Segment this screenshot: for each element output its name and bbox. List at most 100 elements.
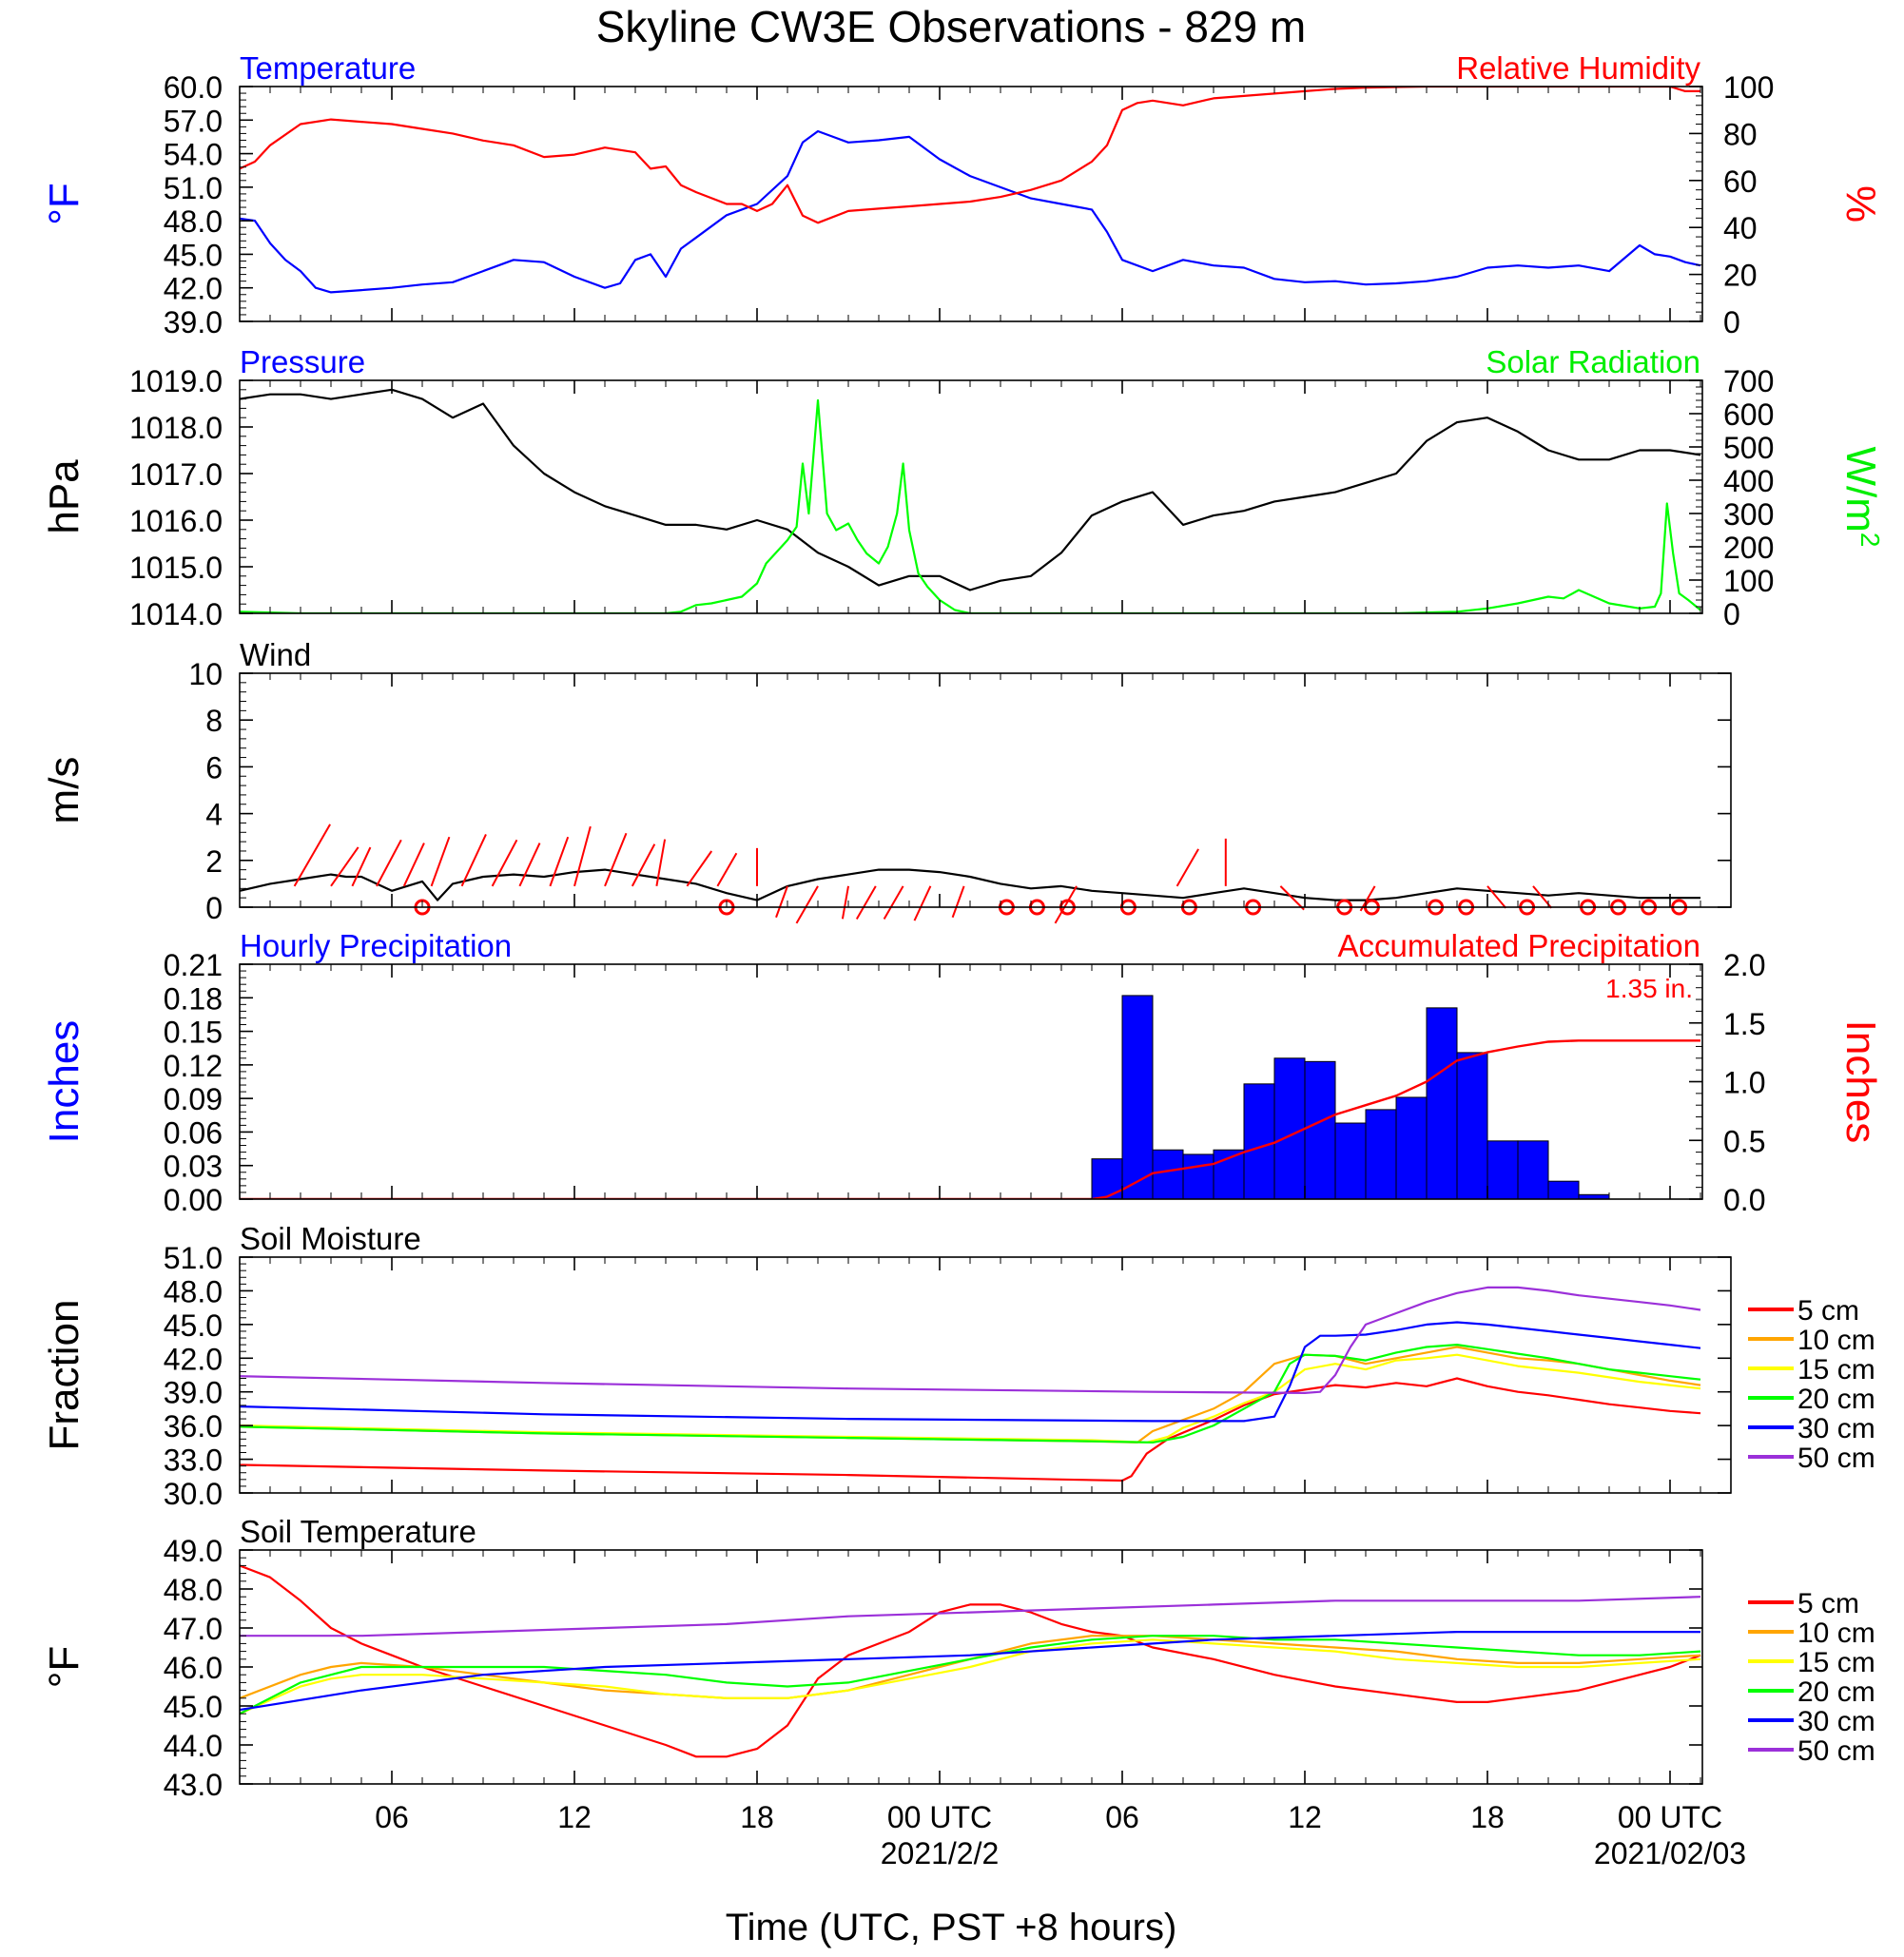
legend-label: 50 cm (1797, 1443, 1875, 1474)
panel-precip: 0.000.030.060.090.120.150.180.21 0.0 0.5 1.… (41, 928, 1884, 1217)
panel-left-label: Pressure (240, 344, 365, 379)
y-axis-title-right: % (1837, 185, 1884, 223)
wind-barb (605, 833, 626, 886)
y-axis-title-left: Inches (41, 1020, 87, 1144)
wind-barb (843, 886, 848, 919)
y-tick-label-right: 400 (1723, 464, 1774, 498)
series-30cm-line (240, 1323, 1700, 1422)
y-tick-label-left: 1014.0 (129, 597, 223, 631)
legend-label: 30 cm (1797, 1706, 1875, 1737)
legend-label: 5 cm (1797, 1295, 1859, 1327)
panel-temp_rh: 39.042.045.048.051.054.057.060.0 0 20 40 60 8… (41, 50, 1884, 339)
precip-bar (1092, 1159, 1122, 1199)
y-tick-label-left: 47.0 (164, 1612, 223, 1646)
wind-barb (1487, 886, 1506, 908)
y-tick-label-left: 42.0 (164, 272, 223, 306)
y-tick-label-right: 0 (1723, 305, 1740, 339)
y-tick-label-left: 45.0 (164, 1308, 223, 1343)
y-axis-title-left: m/s (41, 757, 87, 824)
precip-bar (1153, 1150, 1183, 1199)
y-tick-label-left: 44.0 (164, 1729, 223, 1763)
precip-bar (1335, 1123, 1366, 1199)
plot-area (240, 1288, 1700, 1481)
wind-barb (914, 886, 930, 920)
wind-barb (632, 844, 654, 886)
y-tick-label-right: 1.0 (1723, 1066, 1765, 1100)
y-tick-label-left: 0.15 (164, 1016, 223, 1050)
y-tick-label-right: 100 (1723, 564, 1774, 598)
series-15cm-line (240, 1355, 1700, 1443)
y-tick-label-left: 0.21 (164, 948, 223, 982)
y-tick-label-left: 57.0 (164, 104, 223, 138)
y-tick-label-right: 500 (1723, 431, 1774, 465)
wind-barb (519, 843, 539, 886)
y-axis-title-right: Inches (1837, 1020, 1884, 1144)
series-temp_rh-line (240, 131, 1700, 292)
plot-area (240, 1565, 1700, 1756)
y-tick-label-right: 300 (1723, 497, 1774, 532)
series-pres_solar-line (240, 400, 1700, 613)
series-50cm-line (240, 1597, 1700, 1636)
y-tick-label-right: 0.5 (1723, 1124, 1765, 1158)
panel-left-label: Hourly Precipitation (240, 928, 512, 963)
legend-label: 20 cm (1797, 1384, 1875, 1415)
y-tick-label-left: 51.0 (164, 1241, 223, 1275)
y-tick-label-left: 54.0 (164, 138, 223, 172)
precip-bar (1427, 1008, 1457, 1199)
panel-frame (240, 1257, 1731, 1493)
y-tick-label-right: 0.0 (1723, 1183, 1765, 1217)
series-temp_rh-line (240, 87, 1700, 223)
y-tick-label-right: 700 (1723, 364, 1774, 398)
y-tick-label-left: 43.0 (164, 1768, 223, 1802)
panel-wind: 0246810Windm/s (41, 637, 1731, 925)
panel-left-label: Wind (240, 637, 311, 672)
y-tick-label-left: 0.00 (164, 1183, 223, 1217)
x-tick-label: 06 (1105, 1800, 1139, 1834)
y-tick-label-left: 1015.0 (129, 551, 223, 585)
y-tick-label-left: 1016.0 (129, 504, 223, 538)
y-tick-label-right: 600 (1723, 397, 1774, 432)
wind-barb (857, 886, 876, 920)
y-tick-label-left: 30.0 (164, 1477, 223, 1511)
y-tick-label-left: 6 (205, 750, 223, 785)
y-tick-label-right: 40 (1723, 211, 1758, 245)
precip-bar (1305, 1061, 1335, 1199)
wind-barb (432, 837, 450, 886)
legend-label: 20 cm (1797, 1676, 1875, 1708)
y-tick-label-left: 46.0 (164, 1651, 223, 1685)
y-tick-label-left: 0.09 (164, 1082, 223, 1116)
y-tick-label-right: 0 (1723, 597, 1740, 631)
precip-bar (1122, 996, 1153, 1199)
y-axis-title-left: °F (41, 183, 87, 224)
wind-barb (404, 843, 424, 886)
y-axis-title-superscript: 2 (1856, 533, 1886, 548)
legend-label: 10 cm (1797, 1618, 1875, 1649)
legend-label: 30 cm (1797, 1413, 1875, 1444)
y-tick-label-left: 0.12 (164, 1049, 223, 1083)
x-tick-label: 00 UTC (1618, 1800, 1722, 1834)
y-tick-label-left: 33.0 (164, 1444, 223, 1478)
y-tick-label-left: 39.0 (164, 1376, 223, 1410)
chart-panels: 39.042.045.048.051.054.057.060.002040608… (41, 50, 1886, 1802)
panel-frame (240, 673, 1731, 907)
y-tick-label-right: 20 (1723, 259, 1758, 293)
y-tick-label-left: 4 (205, 798, 223, 832)
panel-left-label: Soil Moisture (240, 1221, 421, 1256)
y-axis-title-left: hPa (41, 459, 87, 534)
wind-barb (377, 840, 401, 886)
observation-figure: Skyline CW3E Observations - 829 m 39.042… (0, 0, 1904, 1957)
plot-area (240, 390, 1700, 613)
wind-barb (687, 851, 711, 886)
y-axis-title-left: Fraction (41, 1300, 87, 1451)
y-tick-label-left: 0.03 (164, 1150, 223, 1184)
panel-right-label: Relative Humidity (1456, 50, 1700, 86)
y-tick-label-left: 0.06 (164, 1115, 223, 1150)
y-tick-label-left: 10 (188, 657, 223, 691)
y-tick-label-left: 48.0 (164, 204, 223, 239)
panel-right-label: Solar Radiation (1486, 344, 1700, 379)
y-tick-label-left: 1018.0 (129, 411, 223, 445)
panel-right-label: Accumulated Precipitation (1337, 928, 1700, 963)
precip-bar (1518, 1141, 1548, 1199)
legend-label: 10 cm (1797, 1325, 1875, 1356)
accumulated-total-label: 1.35 in. (1605, 974, 1693, 1003)
